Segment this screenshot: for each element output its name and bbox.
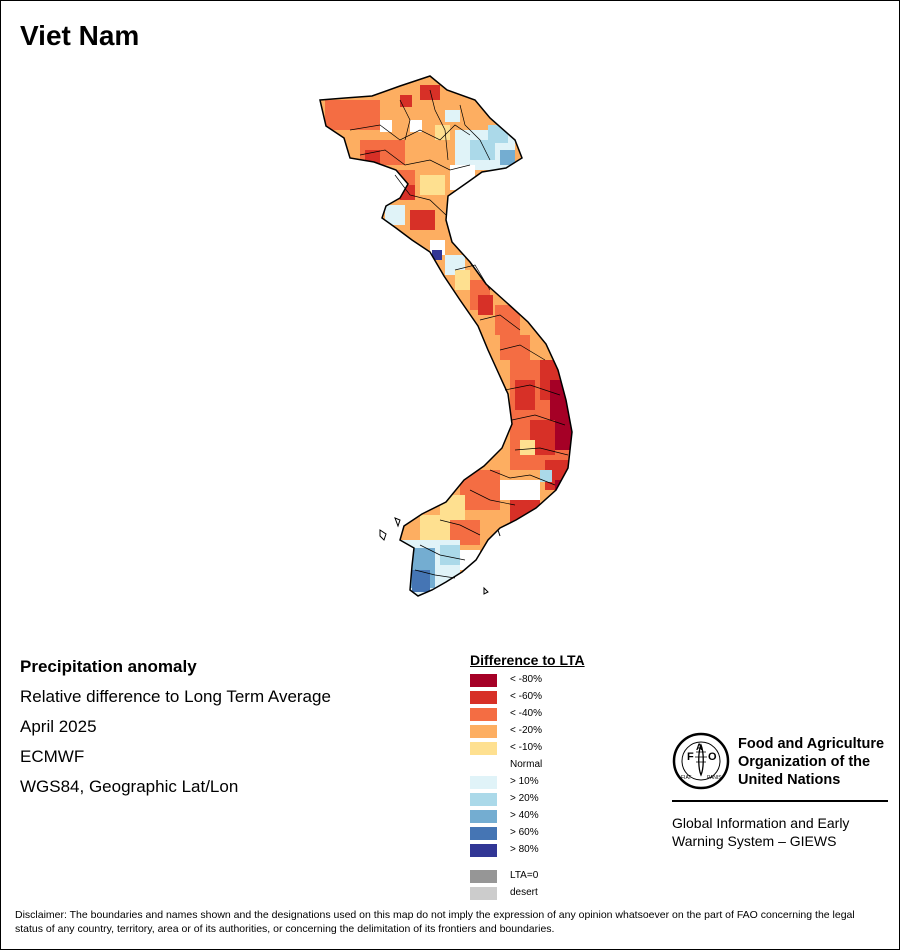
legend-label: < -20% bbox=[510, 725, 542, 736]
fao-logo-icon: F A O FIAT PANIS bbox=[672, 732, 730, 790]
legend-item: LTA=0 bbox=[470, 868, 630, 885]
legend-label: desert bbox=[510, 887, 538, 898]
vietnam-map bbox=[319, 75, 573, 597]
legend-label: > 60% bbox=[510, 827, 539, 838]
legend-item: < -40% bbox=[470, 706, 630, 723]
legend-label: > 10% bbox=[510, 776, 539, 787]
legend-swatch bbox=[470, 776, 497, 789]
legend-item: > 80% bbox=[470, 842, 630, 859]
legend-swatch bbox=[470, 708, 497, 721]
legend-item: < -10% bbox=[470, 740, 630, 757]
fao-logo-motto-2: PANIS bbox=[707, 775, 722, 781]
map-info: Precipitation anomaly Relative differenc… bbox=[20, 655, 331, 805]
fao-name-line: Organization of the bbox=[738, 754, 871, 770]
legend-swatch bbox=[470, 674, 497, 687]
legend-swatch bbox=[470, 759, 497, 772]
legend-item: > 20% bbox=[470, 791, 630, 808]
legend-label: > 40% bbox=[510, 810, 539, 821]
fao-name: Food and Agriculture Organization of the… bbox=[738, 735, 884, 789]
legend-swatch bbox=[470, 810, 497, 823]
legend-item: > 40% bbox=[470, 808, 630, 825]
info-projection: WGS84, Geographic Lat/Lon bbox=[20, 777, 239, 796]
legend-label: < -40% bbox=[510, 708, 542, 719]
legend: Difference to LTA < -80% < -60% < -40% <… bbox=[470, 652, 630, 902]
giews-line: Warning System – GIEWS bbox=[672, 833, 837, 849]
legend-label: > 80% bbox=[510, 844, 539, 855]
legend-label: < -60% bbox=[510, 691, 542, 702]
info-subtitle: Relative difference to Long Term Average bbox=[20, 687, 331, 706]
legend-swatch bbox=[470, 742, 497, 755]
fao-logo-letter-a: A bbox=[696, 742, 703, 752]
giews-name: Global Information and Early Warning Sys… bbox=[672, 814, 849, 850]
fao-name-line: Food and Agriculture bbox=[738, 736, 885, 752]
fao-divider bbox=[672, 800, 888, 802]
legend-item: < -60% bbox=[470, 689, 630, 706]
info-period: April 2025 bbox=[20, 717, 97, 736]
legend-swatch bbox=[470, 725, 497, 738]
legend-item: Normal bbox=[470, 757, 630, 774]
legend-swatch bbox=[470, 844, 497, 857]
legend-label: < -10% bbox=[510, 742, 542, 753]
legend-item: desert bbox=[470, 885, 630, 902]
legend-label: > 20% bbox=[510, 793, 539, 804]
legend-label: LTA=0 bbox=[510, 870, 539, 881]
legend-swatch bbox=[470, 691, 497, 704]
legend-swatch bbox=[470, 870, 497, 883]
legend-swatch bbox=[470, 827, 497, 840]
disclaimer: Disclaimer: The boundaries and names sho… bbox=[15, 909, 855, 935]
fao-logo-letter-o: O bbox=[708, 751, 717, 763]
info-source: ECMWF bbox=[20, 747, 85, 766]
legend-label: < -80% bbox=[510, 674, 542, 685]
fao-logo-motto: FIAT bbox=[681, 775, 691, 781]
legend-items: < -80% < -60% < -40% < -20% < -10% Norma… bbox=[470, 672, 630, 859]
info-heading: Precipitation anomaly bbox=[20, 657, 197, 676]
legend-item: > 60% bbox=[470, 825, 630, 842]
legend-swatch bbox=[470, 793, 497, 806]
legend-label: Normal bbox=[510, 759, 543, 770]
legend-item: < -20% bbox=[470, 723, 630, 740]
map-title: Viet Nam bbox=[20, 20, 140, 51]
fao-name-line: United Nations bbox=[738, 772, 841, 788]
legend-item: < -80% bbox=[470, 672, 630, 689]
legend-title: Difference to LTA bbox=[470, 652, 585, 668]
giews-line: Global Information and Early bbox=[672, 815, 850, 831]
legend-extra: LTA=0 desert bbox=[470, 868, 630, 902]
fao-logo-letter-f: F bbox=[687, 751, 694, 763]
legend-item: > 10% bbox=[470, 774, 630, 791]
legend-swatch bbox=[470, 887, 497, 900]
